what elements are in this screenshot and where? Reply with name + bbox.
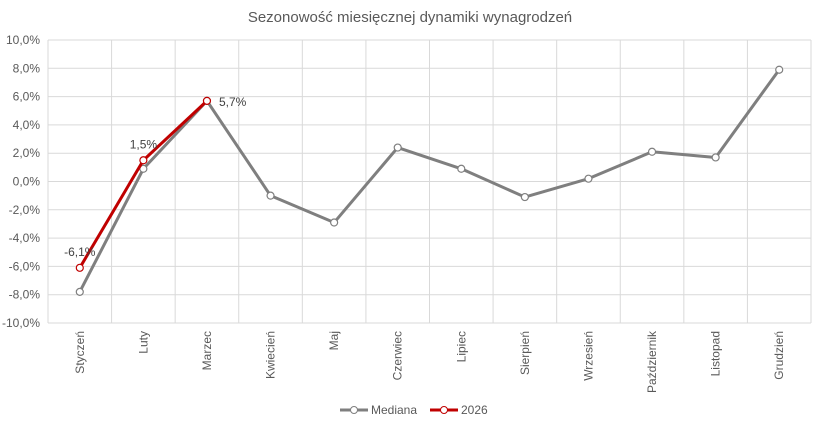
x-tick-label: Maj: [327, 331, 341, 350]
legend-marker: [440, 406, 448, 414]
data-point: [139, 156, 148, 165]
x-tick-label: Luty: [136, 331, 150, 354]
y-tick-label: -10,0%: [2, 316, 40, 330]
data-point: [775, 65, 784, 74]
series-line-2026: [78, 99, 208, 269]
y-tick-label: 2,0%: [13, 146, 41, 160]
data-point: [520, 192, 529, 202]
legend-marker: [350, 406, 358, 414]
data-point: [266, 191, 275, 200]
data-point: [457, 164, 466, 173]
legend-label: Mediana: [371, 403, 417, 417]
y-tick-label: -4,0%: [9, 231, 41, 245]
data-point: [647, 147, 657, 156]
legend-label: 2026: [461, 403, 488, 417]
data-label: 5,7%: [219, 95, 247, 109]
data-point: [711, 153, 720, 162]
y-tick-label: 0,0%: [13, 175, 41, 189]
x-tick-label: Sierpień: [518, 331, 532, 375]
y-tick-label: 4,0%: [13, 118, 41, 132]
x-tick-label: Lipiec: [454, 331, 468, 362]
data-label: 1,5%: [130, 137, 158, 151]
data-label: -6,1%: [64, 245, 96, 259]
data-point: [393, 143, 402, 152]
x-tick-label: Październik: [645, 330, 659, 393]
y-tick-label: 6,0%: [13, 90, 41, 104]
y-tick-label: -8,0%: [9, 288, 41, 302]
x-tick-label: Styczeń: [73, 331, 87, 374]
data-point: [75, 263, 84, 272]
x-tick-label: Czerwiec: [391, 331, 405, 380]
y-tick-label: -6,0%: [9, 259, 41, 273]
x-tick-label: Wrzesień: [581, 331, 595, 381]
x-tick-label: Kwiecień: [264, 331, 278, 379]
data-point: [330, 218, 339, 227]
data-point: [584, 174, 593, 183]
x-tick-label: Marzec: [200, 331, 214, 370]
y-tick-label: 8,0%: [13, 61, 41, 75]
data-point: [202, 96, 212, 105]
data-point: [75, 287, 84, 296]
x-tick-label: Listopad: [709, 331, 723, 376]
x-tick-label: Grudzień: [772, 331, 786, 380]
y-tick-label: -2,0%: [9, 203, 41, 217]
chart-title: Sezonowość miesięcznej dynamiki wynagrod…: [248, 9, 572, 26]
y-tick-label: 10,0%: [6, 33, 40, 47]
